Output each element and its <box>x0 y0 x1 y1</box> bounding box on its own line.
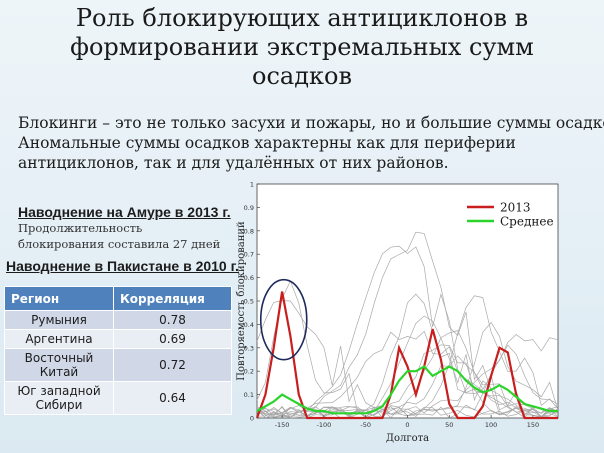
value-cell: 0.78 <box>113 310 232 330</box>
y-tick-label: 0.1 <box>244 391 254 399</box>
x-tick-label: 100 <box>485 421 497 429</box>
table-row: Аргентина 0.69 <box>4 329 232 349</box>
lead-text: Блокинги – это не только засухи и пожары… <box>18 113 604 173</box>
y-tick-label: 0.5 <box>244 298 254 306</box>
y-tick-label: 0.9 <box>244 204 254 212</box>
lead-line: Аномальные суммы осадков характерны как … <box>18 134 516 152</box>
x-tick-label: 0 <box>405 421 409 429</box>
value-cell: 0.64 <box>113 381 232 415</box>
x-tick-label: -150 <box>275 421 290 429</box>
x-tick-label: -50 <box>360 421 371 429</box>
x-tick-label: 150 <box>527 421 539 429</box>
region-cell: Румыния <box>4 310 114 330</box>
y-tick-label: 0.2 <box>244 368 254 376</box>
chart-svg: 0 0.1 0.2 0.3 0.4 0.5 0.6 0.7 0.8 0.9 1 -150 -100 -50… <box>236 181 559 444</box>
title-line: осадков <box>252 62 352 90</box>
value-cell: 0.72 <box>113 348 232 382</box>
table-row: Румыния 0.78 <box>4 310 232 330</box>
x-axis-label: Долгота <box>386 433 429 444</box>
title-line: формировании экстремальных сумм <box>70 33 534 61</box>
slide-title: Роль блокирующих антициклонов в формиров… <box>40 4 564 91</box>
region-cell: Восточный Китай <box>4 348 114 382</box>
blocking-chart: 0 0.1 0.2 0.3 0.4 0.5 0.6 0.7 0.8 0.9 1 -150 -100 -50… <box>233 178 604 453</box>
y-tick-label: 0 <box>250 415 254 423</box>
lead-line: Блокинги – это не только засухи и пожары… <box>18 114 604 132</box>
region-cell: Аргентина <box>4 329 114 349</box>
background-line <box>256 344 559 418</box>
header-region: Регион <box>4 286 114 311</box>
highlight-ellipse <box>259 278 308 361</box>
region-cell: Юг западной Сибири <box>4 381 114 415</box>
y-tick-label: 0.6 <box>244 274 254 282</box>
y-tick-label: 0.8 <box>244 227 254 235</box>
series-line <box>255 291 558 420</box>
amur-heading: Наводнение на Амуре в 2013 г. <box>18 204 231 220</box>
x-tick-label: 50 <box>445 421 453 429</box>
pakistan-heading: Наводнение в Пакистане в 2010 г. <box>6 258 239 274</box>
amur-sub-line: блокирования составила 27 дней <box>18 237 221 251</box>
value-cell: 0.69 <box>113 329 232 349</box>
amur-subtext: Продолжительность блокирования составила… <box>18 220 238 252</box>
lead-line: антициклонов, так и для удалённых от них… <box>18 154 449 172</box>
table-header-row: Регион Корреляция <box>4 286 232 311</box>
table-row: Юг западной Сибири 0.64 <box>4 381 232 415</box>
y-tick-label: 0.4 <box>244 321 254 329</box>
correlation-table: Регион Корреляция Румыния 0.78 Аргентина… <box>4 286 232 415</box>
amur-sub-line: Продолжительность <box>18 221 143 235</box>
y-tick-label: 0.7 <box>244 251 254 259</box>
y-tick-label: 1 <box>250 181 254 189</box>
legend-label: Среднее <box>500 215 554 229</box>
y-tick-label: 0.3 <box>244 344 254 352</box>
background-line <box>256 315 559 418</box>
plot-area <box>256 183 559 419</box>
header-correlation: Корреляция <box>113 286 232 311</box>
series-line <box>256 365 558 415</box>
table-row: Восточный Китай 0.72 <box>4 348 232 382</box>
y-axis-label: Повторяемость блокирований <box>236 221 247 381</box>
x-tick-label: -100 <box>317 421 332 429</box>
legend-label: 2013 <box>500 201 531 215</box>
title-line: Роль блокирующих антициклонов в <box>75 4 529 32</box>
